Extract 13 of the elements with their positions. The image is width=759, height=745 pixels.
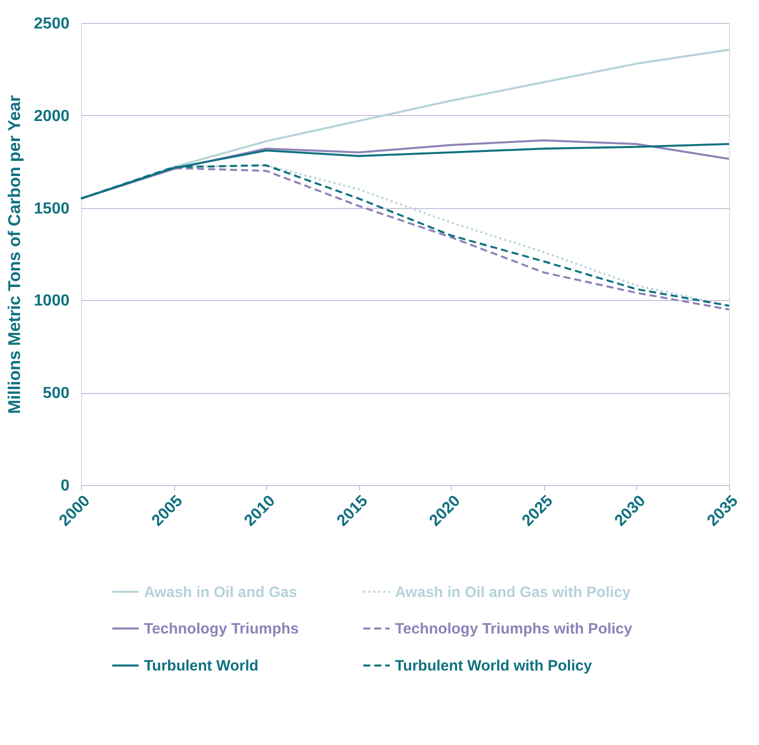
legend-label: Turbulent World with Policy	[395, 658, 593, 674]
legend-label: Awash in Oil and Gas with Policy	[395, 584, 632, 601]
legend-label: Turbulent World	[144, 658, 258, 674]
y-tick-label: 1500	[34, 200, 70, 218]
y-tick-label: 1000	[34, 292, 70, 310]
legend-label: Technology Triumphs with Policy	[395, 620, 633, 638]
y-axis-title: Millions Metric Tons of Carbon per Year	[4, 94, 24, 414]
legend-label: Awash in Oil and Gas	[144, 584, 298, 601]
y-tick-label: 2000	[34, 108, 70, 125]
y-tick-label: 2500	[34, 16, 70, 32]
y-tick-label: 0	[60, 478, 70, 494]
y-tick-label: 500	[42, 385, 70, 402]
legend-label: Technology Triumphs	[144, 620, 299, 638]
